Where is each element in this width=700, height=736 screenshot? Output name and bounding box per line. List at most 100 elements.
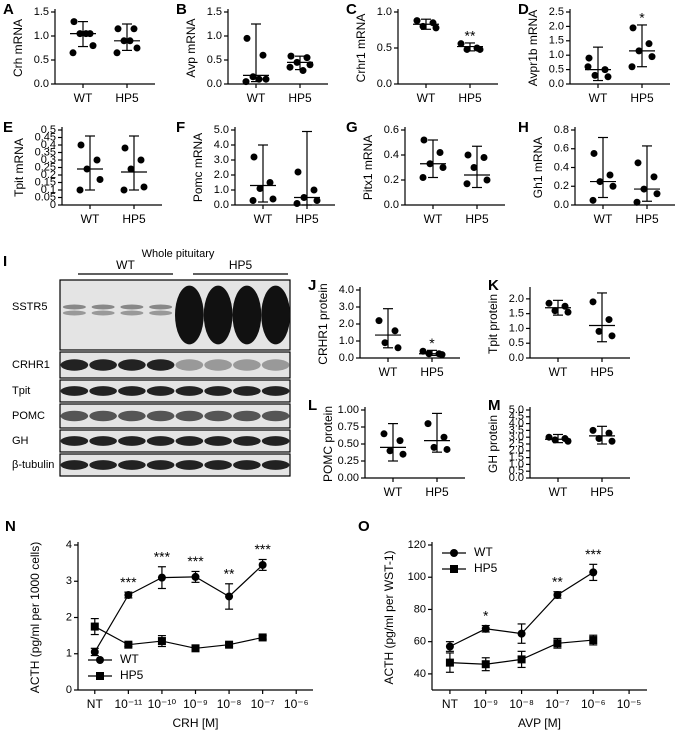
blot-band bbox=[118, 410, 146, 422]
blot-band bbox=[233, 460, 261, 470]
y-tick-label: 4.0 bbox=[214, 139, 229, 151]
y-tick-label: 3.5 bbox=[509, 424, 524, 436]
blot-strip bbox=[59, 453, 291, 477]
significance: * bbox=[639, 10, 645, 26]
group-label: WT bbox=[116, 258, 135, 272]
x-tick-label: WT bbox=[424, 212, 443, 226]
blot-band bbox=[175, 285, 204, 345]
y-tick-label: 0.5 bbox=[377, 42, 392, 54]
y-tick-label: 0.0 bbox=[377, 78, 392, 90]
blot-band bbox=[118, 359, 146, 371]
data-point bbox=[551, 436, 559, 444]
data-point bbox=[386, 447, 394, 455]
y-axis-label: GH protein bbox=[486, 415, 500, 473]
data-point bbox=[394, 344, 402, 352]
blot-band bbox=[89, 359, 117, 371]
data-point bbox=[258, 633, 267, 642]
data-point bbox=[517, 655, 526, 664]
data-point bbox=[266, 179, 274, 186]
y-tick-label: 1.00 bbox=[338, 404, 359, 416]
y-tick-label: 0 bbox=[50, 199, 56, 211]
blot-band bbox=[261, 386, 290, 396]
data-point bbox=[584, 63, 592, 71]
blot-band bbox=[60, 410, 89, 422]
data-point bbox=[191, 644, 200, 653]
row-label: β-tubulin bbox=[12, 459, 54, 471]
data-point bbox=[439, 164, 447, 171]
data-point bbox=[127, 165, 135, 173]
blot-band bbox=[89, 386, 117, 396]
data-point bbox=[591, 71, 599, 79]
y-tick-label: 0.5 bbox=[41, 124, 56, 136]
data-point bbox=[483, 176, 491, 184]
y-tick-label: 0.35 bbox=[35, 146, 56, 158]
y-tick-label: 0.45 bbox=[35, 131, 56, 143]
blot-band bbox=[175, 436, 204, 446]
blot-band bbox=[146, 386, 175, 396]
significance: ** bbox=[465, 28, 476, 44]
data-point bbox=[633, 198, 641, 206]
data-point bbox=[440, 433, 448, 441]
panel-letter: H bbox=[518, 119, 529, 136]
x-tick-label: WT bbox=[247, 91, 266, 105]
data-point bbox=[225, 640, 234, 649]
data-point bbox=[517, 629, 526, 638]
x-axis-label: CRH [M] bbox=[173, 716, 219, 730]
data-point bbox=[445, 642, 454, 651]
data-point bbox=[313, 197, 321, 204]
data-point bbox=[589, 298, 597, 306]
data-point bbox=[391, 327, 399, 335]
x-tick-label: WT bbox=[254, 212, 273, 226]
x-tick-label: HP5 bbox=[465, 212, 489, 226]
x-tick-label: 10⁻⁸ bbox=[509, 697, 534, 711]
panel-letter: D bbox=[518, 1, 529, 18]
panel-letter: G bbox=[346, 119, 358, 136]
data-point bbox=[76, 186, 84, 194]
data-point bbox=[545, 299, 553, 307]
blot-band bbox=[146, 410, 175, 422]
data-point bbox=[648, 53, 656, 61]
y-tick-label: 1.5 bbox=[549, 35, 564, 47]
blot-band bbox=[89, 436, 117, 446]
y-tick-label: 3 bbox=[66, 575, 72, 587]
panel-letter: K bbox=[488, 277, 499, 294]
data-point bbox=[89, 42, 97, 50]
data-point bbox=[396, 437, 404, 445]
significance: *** bbox=[187, 553, 204, 569]
blot-band bbox=[203, 285, 233, 345]
y-axis-label: POMC protein bbox=[321, 406, 335, 482]
data-point bbox=[463, 180, 471, 188]
y-tick-label: 0.2 bbox=[41, 169, 56, 181]
y-tick-label: 1.0 bbox=[549, 49, 564, 61]
legend-label: HP5 bbox=[120, 668, 144, 682]
y-tick-label: 0.0 bbox=[34, 78, 49, 90]
x-tick-label: HP5 bbox=[288, 91, 312, 105]
y-tick-label: 0.05 bbox=[35, 191, 56, 203]
x-tick-label: HP5 bbox=[590, 485, 614, 499]
data-point bbox=[259, 51, 267, 59]
blot-band bbox=[60, 436, 89, 446]
data-point bbox=[114, 25, 122, 33]
data-point bbox=[419, 174, 427, 181]
blot-band bbox=[261, 359, 290, 371]
data-point bbox=[399, 450, 407, 458]
y-tick-label: 1 bbox=[66, 648, 72, 660]
panel-letter: E bbox=[3, 119, 13, 136]
data-point bbox=[255, 75, 263, 83]
x-tick-label: WT bbox=[549, 485, 568, 499]
x-tick-label: HP5 bbox=[590, 365, 614, 379]
y-tick-label: 2.0 bbox=[509, 445, 524, 457]
x-tick-label: HP5 bbox=[122, 212, 146, 226]
data-point bbox=[608, 332, 616, 340]
blot-band bbox=[232, 285, 262, 345]
panel-letter: O bbox=[358, 518, 370, 535]
x-tick-label: 10⁻⁹ bbox=[183, 697, 208, 711]
panel-letter: A bbox=[3, 1, 14, 18]
data-point bbox=[445, 658, 454, 667]
significance: * bbox=[483, 607, 489, 623]
y-tick-label: 1.0 bbox=[377, 6, 392, 18]
blot-band bbox=[146, 460, 175, 470]
y-tick-label: 0.0 bbox=[384, 199, 399, 211]
blot-band bbox=[204, 436, 232, 446]
